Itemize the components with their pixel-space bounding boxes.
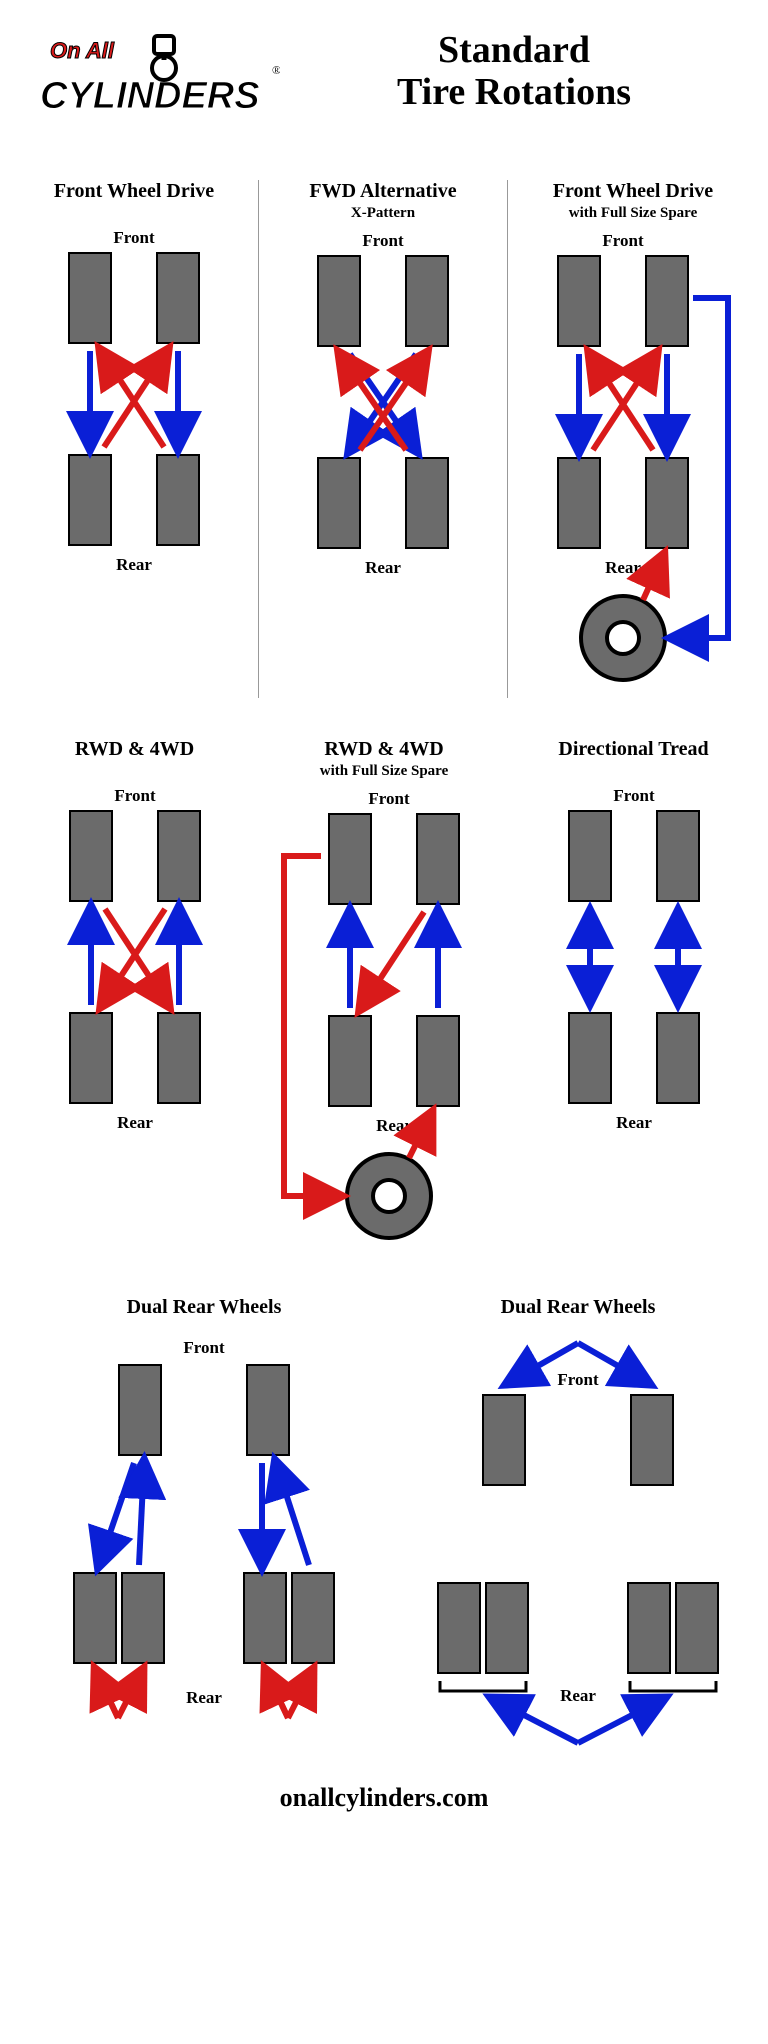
cell-dual1: Dual Rear Wheels Front <box>10 1296 398 1753</box>
cell-dual2: Dual Rear Wheels Front Rear <box>398 1296 758 1753</box>
row-3: Dual Rear Wheels Front <box>10 1296 758 1753</box>
cell-fwd: Front Wheel Drive Front Rear <box>10 180 258 698</box>
page: On All CYLINDERS ® Standard Tire Rotatio… <box>0 0 768 1843</box>
svg-text:Rear: Rear <box>116 555 152 574</box>
title-line1: Standard <box>300 30 728 72</box>
title-fwd-x: FWD Alternative <box>259 180 507 203</box>
title-dual1: Dual Rear Wheels <box>10 1296 398 1319</box>
sub-fwd-spare: with Full Size Spare <box>508 205 758 222</box>
title-dual2: Dual Rear Wheels <box>398 1296 758 1319</box>
cell-directional: Directional Tread Front Rear <box>509 738 758 1256</box>
row-1: Front Wheel Drive Front Rear <box>10 180 758 698</box>
sub-rwd-spare: with Full Size Spare <box>259 763 509 780</box>
diagram-fwd-spare: Front Rear <box>508 228 758 698</box>
diagram-fwd-x: Front Rear <box>268 228 498 588</box>
svg-text:Front: Front <box>602 231 644 250</box>
cell-fwd-spare: Front Wheel Drive with Full Size Spare F… <box>507 180 758 698</box>
logo: On All CYLINDERS ® <box>40 30 280 140</box>
main-title: Standard Tire Rotations <box>300 30 728 114</box>
header: On All CYLINDERS ® Standard Tire Rotatio… <box>10 20 758 160</box>
footer-url: onallcylinders.com <box>10 1783 758 1813</box>
svg-text:Rear: Rear <box>560 1686 596 1705</box>
svg-text:Front: Front <box>557 1370 599 1389</box>
title-directional: Directional Tread <box>509 738 758 761</box>
diagram-dual1: Front <box>24 1323 384 1753</box>
diagram-dual2: Front Rear <box>398 1323 758 1753</box>
title-fwd-spare: Front Wheel Drive <box>508 180 758 203</box>
svg-text:Front: Front <box>183 1338 225 1357</box>
logo-main-text: CYLINDERS <box>40 75 260 117</box>
title-fwd: Front Wheel Drive <box>10 180 258 203</box>
diagram-directional: Front Rear <box>519 783 749 1143</box>
title-rwd: RWD & 4WD <box>10 738 259 761</box>
svg-text:Rear: Rear <box>365 558 401 577</box>
sub-fwd-x: X-Pattern <box>259 205 507 222</box>
diagram-rwd-spare: Front Rear <box>259 786 509 1256</box>
piston-icon <box>152 36 176 80</box>
svg-text:®: ® <box>272 63 280 77</box>
cell-rwd-spare: RWD & 4WD with Full Size Spare Front Rea… <box>259 738 509 1256</box>
svg-text:Rear: Rear <box>616 1113 652 1132</box>
cell-rwd: RWD & 4WD Front Rear <box>10 738 259 1256</box>
svg-text:Rear: Rear <box>186 1688 222 1707</box>
svg-text:Front: Front <box>368 789 410 808</box>
title-line2: Tire Rotations <box>300 72 728 114</box>
diagram-fwd: Front Rear <box>19 225 249 585</box>
svg-text:Rear: Rear <box>117 1113 153 1132</box>
cell-fwd-x: FWD Alternative X-Pattern Front Rear <box>258 180 507 698</box>
row-2: RWD & 4WD Front Rear RWD & 4WD with Full… <box>10 738 758 1256</box>
svg-text:Front: Front <box>613 786 655 805</box>
svg-text:Rear: Rear <box>376 1116 412 1135</box>
diagram-rwd: Front Rear <box>20 783 250 1143</box>
svg-text:Front: Front <box>114 786 156 805</box>
svg-text:Rear: Rear <box>605 558 641 577</box>
svg-text:Front: Front <box>113 228 155 247</box>
title-rwd-spare: RWD & 4WD <box>259 738 509 761</box>
svg-text:Front: Front <box>362 231 404 250</box>
logo-top-text: On All <box>50 38 115 63</box>
